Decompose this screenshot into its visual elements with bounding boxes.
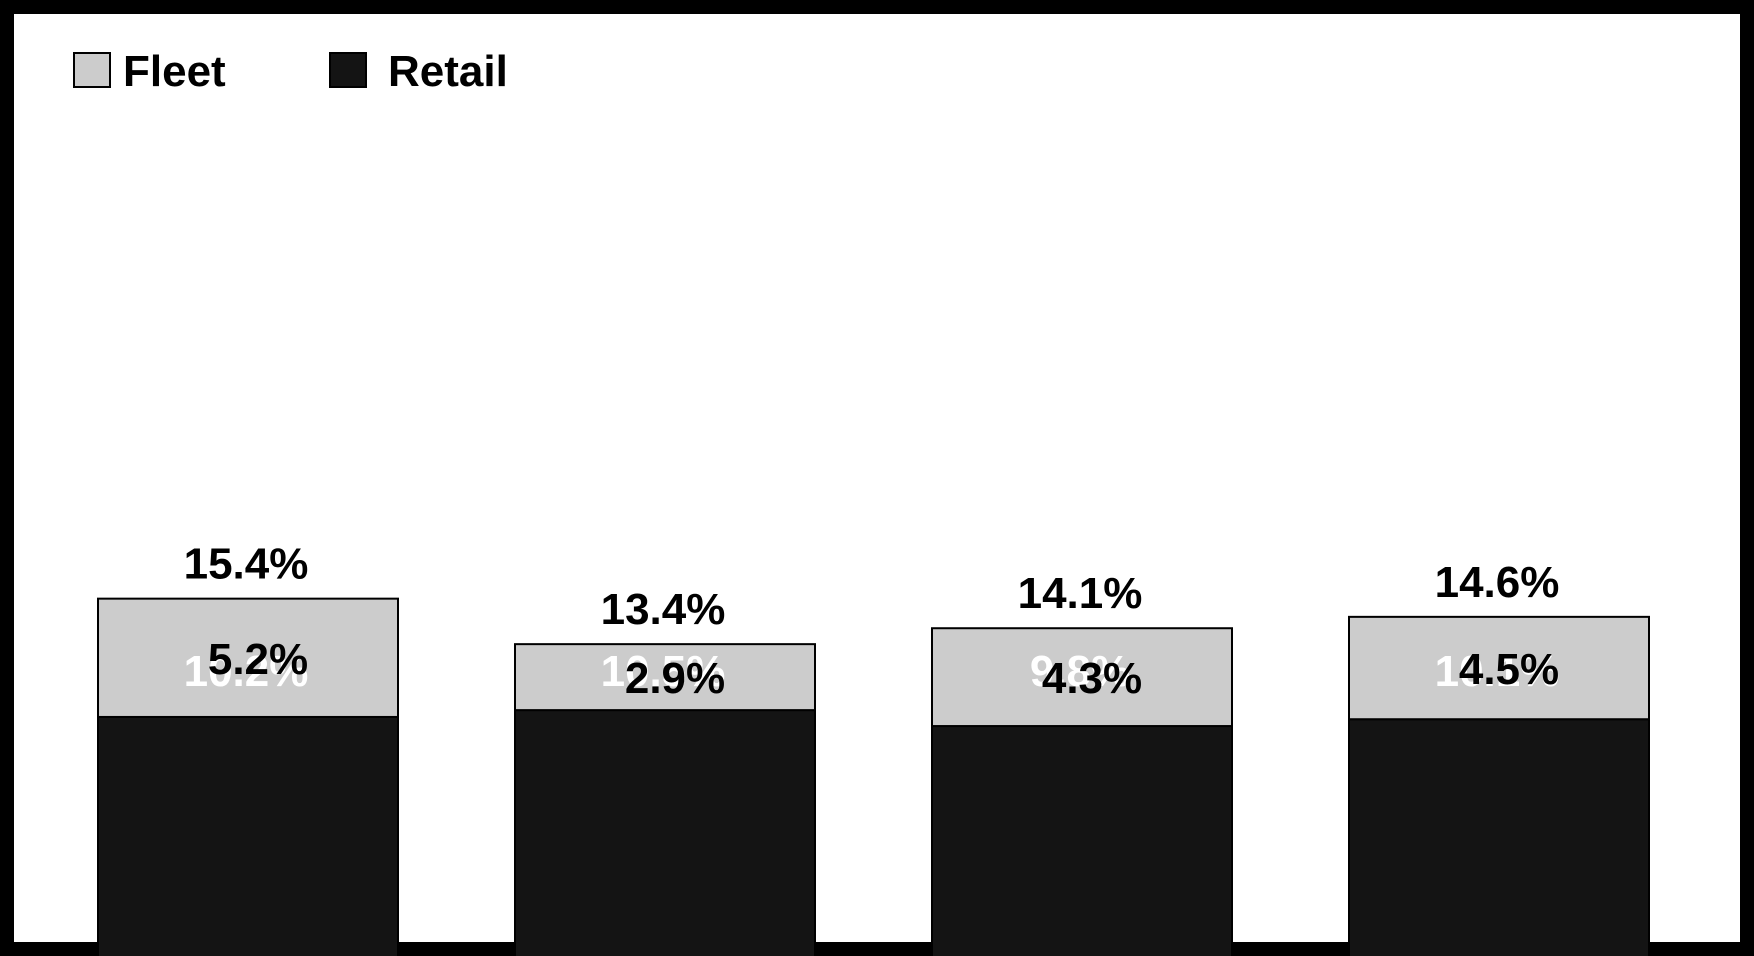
bars-group: 10.2%5.2% 15.4% 10.5%2.9% 13.4% 9.8%4.3% 14.1…	[97, 540, 1650, 956]
data-label-retail: 10.2%	[184, 647, 309, 696]
bar-segment-retail	[514, 709, 816, 956]
bar-segment-fleet	[931, 627, 1233, 728]
data-label-total: 15.4%	[184, 540, 309, 589]
legend-swatch-fleet	[73, 52, 111, 88]
data-label-retail: 9.8%	[1030, 647, 1130, 696]
data-label-total: 14.6%	[1435, 558, 1560, 607]
data-label-retail: 10.1%	[1435, 647, 1560, 696]
bar-segment-retail	[931, 725, 1233, 956]
data-label-fleet: 4.3%	[1042, 654, 1142, 703]
data-label-total: 14.1%	[1018, 569, 1143, 618]
bar-segment-retail	[1348, 718, 1650, 956]
data-label-total: 13.4%	[601, 585, 726, 634]
bar-segment-fleet	[1348, 615, 1650, 721]
bar-segment-retail	[97, 715, 399, 956]
data-label-fleet: 5.2%	[208, 635, 308, 684]
legend-label-fleet: Fleet	[123, 47, 226, 96]
data-label-retail: 10.5%	[601, 647, 726, 696]
legend: Fleet Retail	[73, 47, 508, 96]
data-label-fleet: 4.5%	[1459, 645, 1559, 694]
data-label-fleet: 2.9%	[625, 654, 725, 703]
bar-segment-fleet	[97, 597, 399, 718]
bar-segment-fleet	[514, 643, 816, 712]
legend-swatch-retail	[329, 52, 367, 88]
legend-label-retail: Retail	[388, 47, 508, 96]
